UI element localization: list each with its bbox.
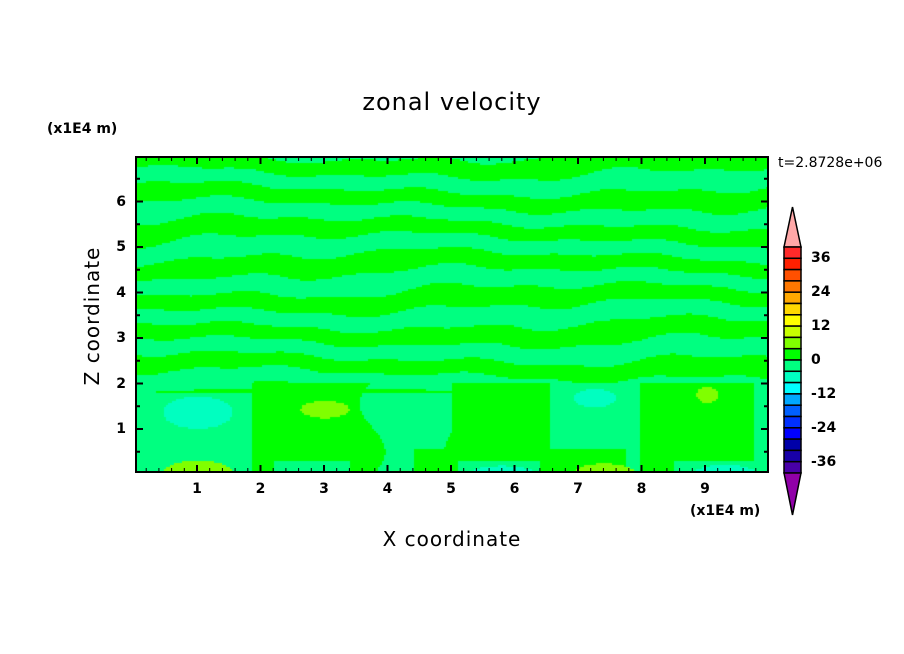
colorbar-box [783,393,802,406]
colorbar-box [783,257,802,271]
x-tick-label: 5 [446,481,456,497]
colorbar-tick-label: 36 [811,250,831,267]
colorbar-box [783,415,802,429]
plot-border [135,156,769,473]
x-tick-label: 4 [382,481,393,497]
z-tick-label: 6 [116,193,126,210]
colorbar-box [783,280,802,293]
colorbar-over-arrow [783,206,802,248]
x-tick-label: 6 [509,481,520,497]
colorbar-box [783,370,802,384]
colorbar-box [783,291,802,305]
colorbar-box [783,359,802,373]
colorbar-box [783,449,802,463]
colorbar-box [783,268,802,282]
z-tick-label: 2 [116,375,126,392]
z-tick-label: 4 [116,284,126,301]
colorbar-box [783,404,802,418]
x-tick-label: 8 [636,481,647,497]
colorbar-box [783,381,802,395]
x-axis-label: X coordinate [382,527,522,551]
x-tick-label: 1 [192,481,202,497]
colorbar-box [783,438,802,452]
colorbar-tick-label: -36 [811,453,837,470]
colorbar-box [783,336,802,350]
colorbar-box [783,302,802,316]
colorbar-tick-label: 0 [811,352,821,368]
colorbar-box [783,347,802,361]
z-tick-label: 3 [116,330,126,346]
colorbar-tick-label: -12 [811,385,837,402]
x-tick-label: 3 [319,481,329,497]
x-tick-label: 2 [255,481,266,497]
x-tick-label: 7 [573,481,583,497]
colorbar-box [783,460,802,474]
z-tick-label: 1 [116,421,126,437]
z-tick-label: 5 [116,239,126,255]
z-unit-label: (x1E4 m) [47,121,118,137]
colorbar-tick-label: -24 [811,419,837,436]
colorbar-box [783,314,802,327]
time-label: t=2.8728e+06 [778,155,883,171]
colorbar-tick-label: 12 [811,318,831,335]
x-unit-label: (x1E4 m) [690,503,761,519]
colorbar-tick-label: 24 [811,284,831,301]
contour-field [136,157,768,472]
chart-title: zonal velocity [362,88,542,116]
x-tick-label: 9 [700,481,710,497]
colorbar-under-arrow [783,472,802,516]
colorbar-box [783,325,802,339]
colorbar-box [783,246,802,260]
colorbar-box [783,427,802,440]
